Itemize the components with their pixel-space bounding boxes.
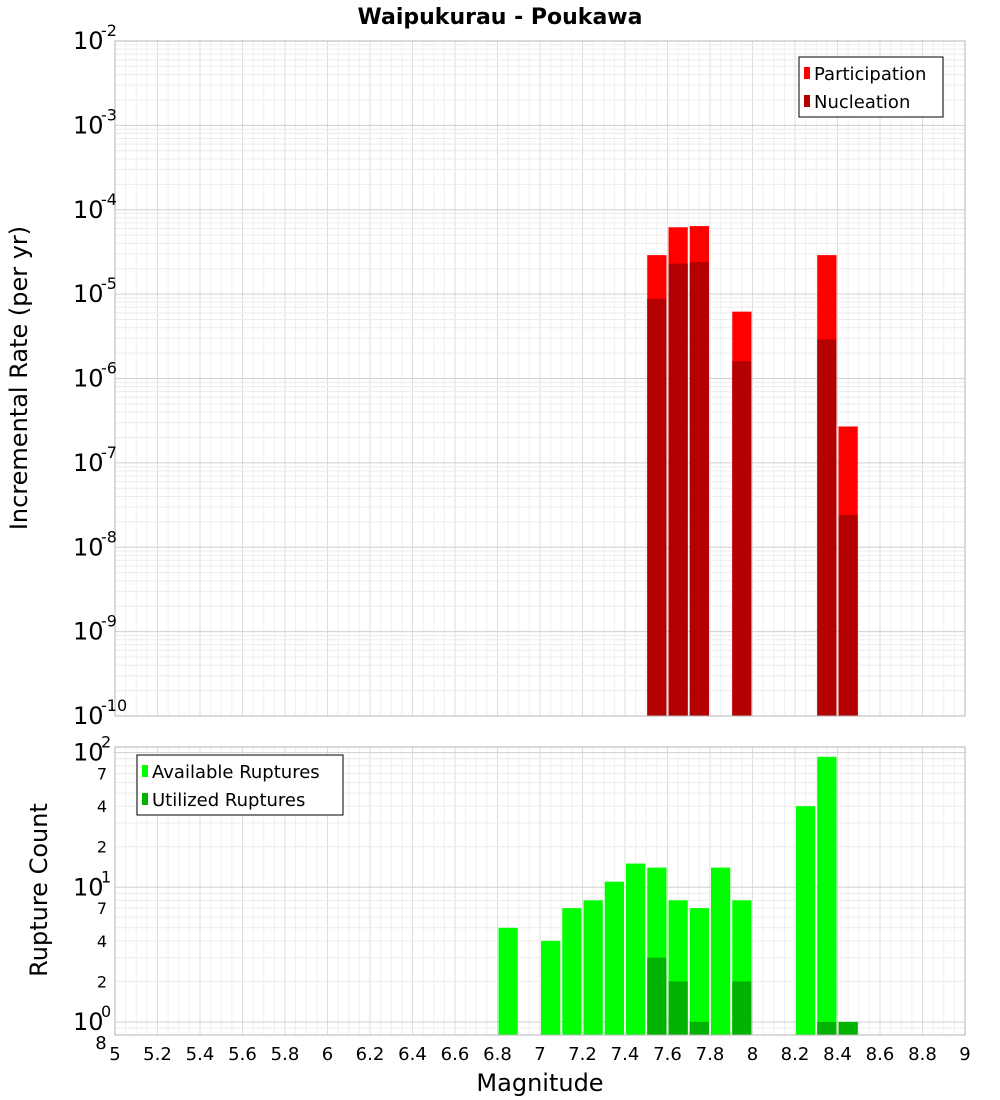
y-tick-label: 10: [73, 618, 104, 646]
bar-available-ruptures-m8-25: [796, 806, 816, 1035]
bar-available-ruptures-m7-45: [626, 863, 646, 1035]
y-tick-label: 10: [73, 280, 104, 308]
y-tick-label: 10: [73, 111, 104, 139]
y-tick-exponent: -10: [101, 696, 127, 715]
x-tick-label: 6.8: [483, 1044, 512, 1065]
x-tick-label: 8.2: [781, 1044, 810, 1065]
x-tick-label: 7.4: [611, 1044, 640, 1065]
y-minor-tick-label: 4: [97, 932, 107, 951]
x-axis-title: Magnitude: [476, 1069, 603, 1097]
bar-utilized-ruptures-m8-45: [838, 1021, 858, 1035]
y-minor-tick-label: 8: [95, 1033, 106, 1054]
x-tick-label: 9: [959, 1044, 970, 1065]
x-tick-label: 6.4: [398, 1044, 427, 1065]
legend-box: [798, 56, 944, 118]
bar-available-ruptures-m7-85: [711, 867, 731, 1035]
bar-utilized-ruptures-m7-65: [668, 981, 688, 1035]
x-tick-label: 8.4: [823, 1044, 852, 1065]
bar-utilized-ruptures-m8-35: [817, 1021, 837, 1035]
bar-nucleation-m8-35: [817, 339, 837, 716]
legend-label: Participation: [814, 64, 926, 85]
legend-label: Nucleation: [814, 92, 910, 113]
bar-nucleation-m7-95: [732, 361, 752, 716]
x-tick-label: 8.8: [908, 1044, 937, 1065]
bar-utilized-ruptures-m7-95: [732, 981, 752, 1035]
y-tick-label: 10: [73, 365, 104, 393]
plot-frame: [114, 746, 966, 1036]
x-tick-label: 6.2: [356, 1044, 385, 1065]
bar-utilized-ruptures-m7-75: [689, 1021, 709, 1035]
legend-label: Available Ruptures: [152, 762, 320, 783]
y-tick-exponent: 2: [101, 733, 111, 752]
legend-label: Utilized Ruptures: [152, 790, 305, 811]
x-tick-label: 7.2: [568, 1044, 597, 1065]
y-tick-exponent: -5: [101, 274, 117, 293]
bottom-y-axis-title: Rupture Count: [25, 803, 53, 977]
bar-utilized-ruptures-m7-55: [647, 957, 667, 1035]
bar-available-ruptures-m7-75: [689, 908, 709, 1035]
x-tick-label: 5.2: [143, 1044, 172, 1065]
bar-available-ruptures-m7-35: [604, 881, 624, 1035]
bar-nucleation-m7-55: [647, 298, 667, 716]
x-tick-label: 8: [747, 1044, 758, 1065]
top-y-axis-title: Incremental Rate (per yr): [5, 226, 33, 530]
bar-nucleation-m7-75: [689, 262, 709, 716]
y-tick-exponent: -4: [101, 190, 117, 209]
y-tick-label: 10: [73, 533, 104, 561]
y-tick-label: 10: [73, 702, 104, 730]
y-tick-label: 10: [73, 739, 104, 767]
y-tick-exponent: -6: [101, 359, 117, 378]
y-tick-label: 10: [73, 449, 104, 477]
x-tick-label: 7.6: [653, 1044, 682, 1065]
y-tick-label: 10: [73, 873, 104, 901]
x-tick-label: 5.4: [186, 1044, 215, 1065]
y-tick-exponent: 0: [101, 1002, 111, 1021]
bar-nucleation-m8-45: [838, 515, 858, 716]
x-tick-label: 7: [534, 1044, 545, 1065]
y-minor-tick-label: 2: [97, 838, 107, 857]
bar-available-ruptures-m6-85: [498, 927, 518, 1035]
x-tick-label: 7.8: [696, 1044, 725, 1065]
bar-available-ruptures-m7-15: [562, 908, 582, 1035]
plot-frame: [114, 40, 966, 717]
y-tick-exponent: -7: [101, 443, 117, 462]
y-tick-exponent: -2: [101, 21, 117, 40]
chart-title: Waipukurau - Poukawa: [358, 5, 643, 30]
x-tick-label: 5.8: [271, 1044, 300, 1065]
legend-swatch: [804, 67, 810, 79]
y-tick-label: 10: [73, 1008, 104, 1036]
y-minor-tick-label: 4: [97, 797, 107, 816]
x-tick-label: 8.6: [866, 1044, 895, 1065]
y-tick-exponent: 1: [101, 867, 111, 886]
y-minor-tick-label: 7: [97, 764, 107, 783]
bar-available-ruptures-m7-05: [541, 940, 561, 1035]
x-tick-label: 5.6: [228, 1044, 257, 1065]
bar-available-ruptures-m8-35: [817, 756, 837, 1035]
y-tick-exponent: -8: [101, 527, 117, 546]
legend-swatch: [804, 95, 810, 107]
bar-available-ruptures-m7-25: [583, 900, 603, 1035]
top-legend: Participation Nucleation: [798, 56, 944, 118]
y-minor-tick-label: 2: [97, 972, 107, 991]
legend-box: [136, 754, 344, 816]
bottom-legend: Available Ruptures Utilized Ruptures: [136, 754, 344, 816]
x-tick-label: 6.6: [441, 1044, 470, 1065]
y-tick-exponent: -3: [101, 105, 117, 124]
legend-swatch: [142, 765, 148, 777]
x-tick-label: 6: [322, 1044, 333, 1065]
y-tick-label: 10: [73, 27, 104, 55]
x-tick-label: 5: [109, 1044, 120, 1065]
y-tick-exponent: -9: [101, 612, 117, 631]
y-minor-tick-label: 7: [97, 899, 107, 918]
y-tick-label: 10: [73, 196, 104, 224]
legend-swatch: [142, 793, 148, 805]
bar-nucleation-m7-65: [668, 263, 688, 716]
